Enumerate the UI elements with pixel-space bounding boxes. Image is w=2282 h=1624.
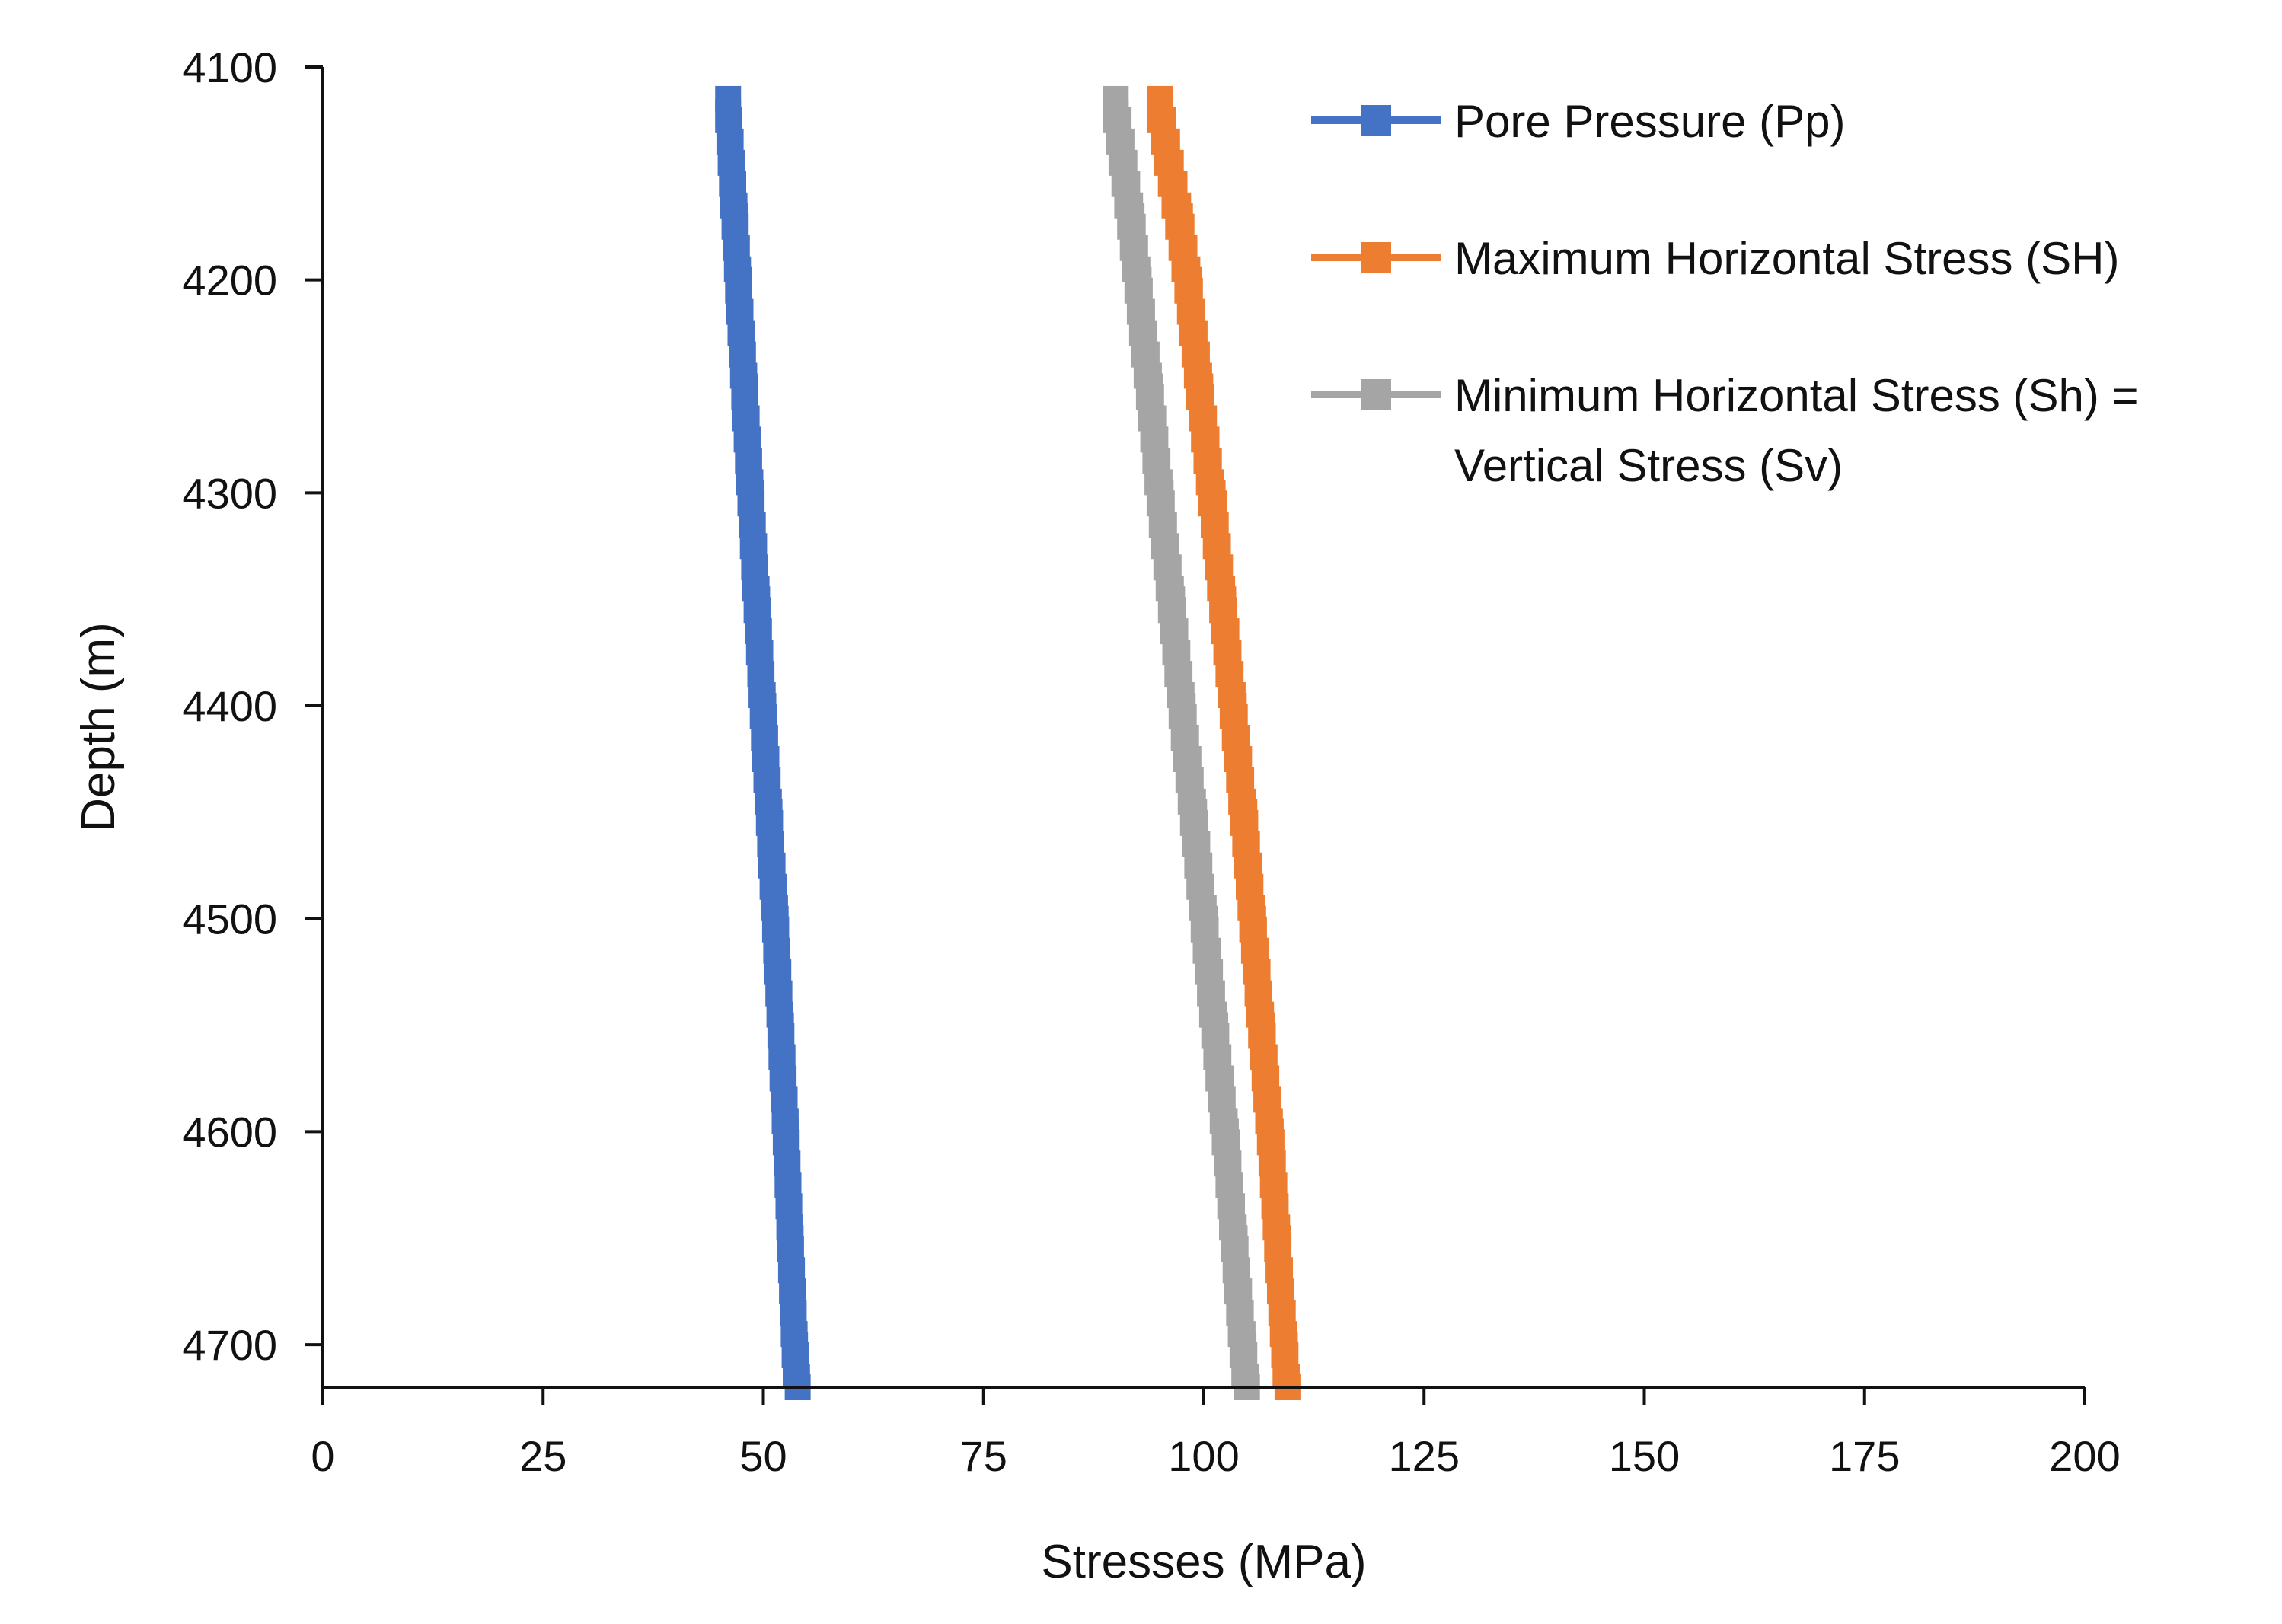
series-line xyxy=(1147,99,1300,1389)
legend-label: Minimum Horizontal Stress (Sh) = xyxy=(1454,370,2139,421)
x-tick-label: 200 xyxy=(2049,1432,2120,1480)
y-tick-label: 4100 xyxy=(182,43,277,91)
data-point xyxy=(738,480,764,506)
y-tick-label: 4500 xyxy=(182,895,277,943)
y-axis-title: Depth (m) xyxy=(72,622,125,832)
data-point xyxy=(1176,266,1202,293)
data-point xyxy=(773,1118,799,1145)
data-point xyxy=(1210,586,1237,613)
data-point xyxy=(1199,480,1226,506)
data-point xyxy=(1170,693,1196,719)
legend-item-0: Pore Pressure (Pp) xyxy=(1311,96,1846,147)
legend-swatch-marker xyxy=(1361,105,1391,136)
data-point xyxy=(1272,1332,1298,1358)
y-tick-label: 4400 xyxy=(182,682,277,730)
x-tick-label: 125 xyxy=(1389,1432,1460,1480)
data-point xyxy=(1257,1118,1284,1145)
x-tick-label: 75 xyxy=(960,1432,1007,1480)
data-point xyxy=(1221,1225,1248,1252)
data-point xyxy=(768,1012,794,1039)
data-point xyxy=(1221,693,1247,719)
data-point xyxy=(1240,905,1266,932)
legend-label: Maximum Horizontal Stress (SH) xyxy=(1454,233,2120,284)
data-point xyxy=(1147,480,1174,506)
x-tick-label: 150 xyxy=(1609,1432,1680,1480)
legend-label: Pore Pressure (Pp) xyxy=(1454,96,1846,147)
data-point xyxy=(777,1225,804,1252)
x-tick-label: 25 xyxy=(519,1432,567,1480)
x-axis-ticks: 0 25 50 75 100 125 150 175 200 xyxy=(311,1387,2121,1480)
legend-swatch-marker xyxy=(1361,379,1391,410)
data-point xyxy=(1103,85,1129,112)
data-point xyxy=(1147,85,1173,112)
x-tick-label: 175 xyxy=(1829,1432,1900,1480)
data-point xyxy=(782,1332,809,1358)
data-point xyxy=(1212,1118,1239,1145)
data-point xyxy=(1187,373,1214,400)
y-tick-label: 4600 xyxy=(182,1108,277,1156)
series-0 xyxy=(715,85,811,1400)
data-point xyxy=(1181,799,1208,825)
y-tick-label: 4200 xyxy=(182,257,277,305)
series-2 xyxy=(1103,85,1260,1400)
data-point xyxy=(1192,905,1218,932)
x-tick-label: 50 xyxy=(739,1432,787,1480)
data-point xyxy=(762,905,789,932)
data-point xyxy=(1125,266,1152,293)
data-point xyxy=(1137,373,1163,400)
x-axis-title: Stresses (MPa) xyxy=(1041,1536,1366,1588)
data-point xyxy=(1119,203,1145,229)
data-point xyxy=(1167,203,1193,229)
x-tick-label: 100 xyxy=(1168,1432,1239,1480)
data-point xyxy=(732,373,758,400)
legend-swatch-marker xyxy=(1361,242,1391,273)
y-tick-label: 4300 xyxy=(182,469,277,517)
legend-item-2: Minimum Horizontal Stress (Sh) = Vertical… xyxy=(1311,370,2139,491)
series-line xyxy=(715,99,810,1389)
data-point xyxy=(1249,1012,1275,1039)
series-layer xyxy=(715,85,1301,1400)
data-point xyxy=(1202,1012,1229,1039)
data-point xyxy=(715,85,742,112)
legend: Pore Pressure (Pp) Maximum Horizontal Str… xyxy=(1311,96,2139,491)
legend-label: Vertical Stress (Sv) xyxy=(1454,440,1843,491)
data-point xyxy=(726,266,752,293)
data-point xyxy=(1159,586,1186,613)
data-point xyxy=(1230,1332,1257,1358)
x-tick-label: 0 xyxy=(311,1432,334,1480)
data-point xyxy=(722,203,748,229)
data-point xyxy=(744,586,771,613)
y-axis-ticks: 4100 4200 4300 4400 4500 4600 4700 xyxy=(182,43,323,1369)
y-tick-label: 4700 xyxy=(182,1321,277,1369)
data-point xyxy=(750,693,777,719)
data-point xyxy=(1265,1225,1291,1252)
data-point xyxy=(1231,799,1258,825)
legend-item-1: Maximum Horizontal Stress (SH) xyxy=(1311,233,2120,284)
data-point xyxy=(756,799,783,825)
series-line xyxy=(1103,99,1259,1389)
